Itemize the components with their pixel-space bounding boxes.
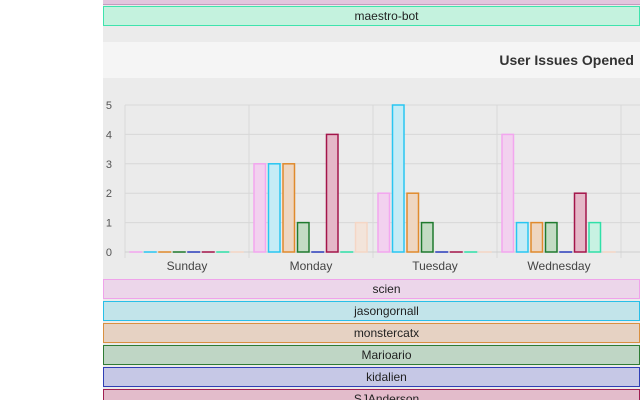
legend-item-monstercatx[interactable]: monstercatx <box>103 323 640 343</box>
bar <box>253 163 267 253</box>
x-tick-label: Wednesday <box>527 259 590 273</box>
legend-item-sjanderson[interactable]: SJAnderson <box>103 389 640 400</box>
bar <box>391 104 405 253</box>
bar <box>573 192 587 253</box>
y-tick-label: 5 <box>106 100 112 112</box>
legend-label: jasongornall <box>354 304 419 318</box>
legend-label: Marioario <box>361 348 412 362</box>
legend-label: monstercatx <box>353 326 420 340</box>
bar <box>515 221 529 253</box>
legend-item-scien[interactable]: scien <box>103 279 640 299</box>
y-tick-label: 4 <box>106 129 112 141</box>
legend-label: scien <box>372 282 401 296</box>
legend-label: maestro-bot <box>354 9 419 23</box>
bar-chart: 0 1 2 3 4 5 Sunday Monday Tuesday Wednesday <box>106 100 640 273</box>
x-tick-label: Sunday <box>167 259 208 273</box>
y-tick-label: 1 <box>106 218 112 230</box>
chart-title: User Issues Opened <box>499 52 634 68</box>
legend-label: SJAnderson <box>353 392 420 400</box>
x-tick-label: Monday <box>290 259 333 273</box>
chart-header: User Issues Opened <box>103 42 640 78</box>
legend-item-jasongornall[interactable]: jasongornall <box>103 301 640 321</box>
y-tick-label: 2 <box>106 188 112 200</box>
legend-row-partial <box>103 0 640 5</box>
bar <box>501 133 515 253</box>
y-tick-label: 0 <box>106 247 112 259</box>
bar <box>588 221 602 253</box>
bar <box>377 192 391 253</box>
legend-item-kidalien[interactable]: kidalien <box>103 367 640 387</box>
y-tick-label: 3 <box>106 159 112 171</box>
legend-item-marioario[interactable]: Marioario <box>103 345 640 365</box>
bar <box>267 163 281 253</box>
bar <box>420 221 434 253</box>
legend-item-maestro-bot[interactable]: maestro-bot <box>103 6 640 26</box>
bar <box>544 221 558 253</box>
bar <box>406 192 420 253</box>
bar <box>354 221 368 253</box>
legend-label: kidalien <box>366 370 407 384</box>
x-tick-label: Tuesday <box>412 259 458 273</box>
bar <box>325 133 339 253</box>
bar <box>296 221 310 253</box>
bar <box>530 221 544 253</box>
bar <box>282 163 296 253</box>
chart-panel: maestro-bot User Issues Opened 0 1 2 3 4 5 Sun… <box>103 0 640 400</box>
